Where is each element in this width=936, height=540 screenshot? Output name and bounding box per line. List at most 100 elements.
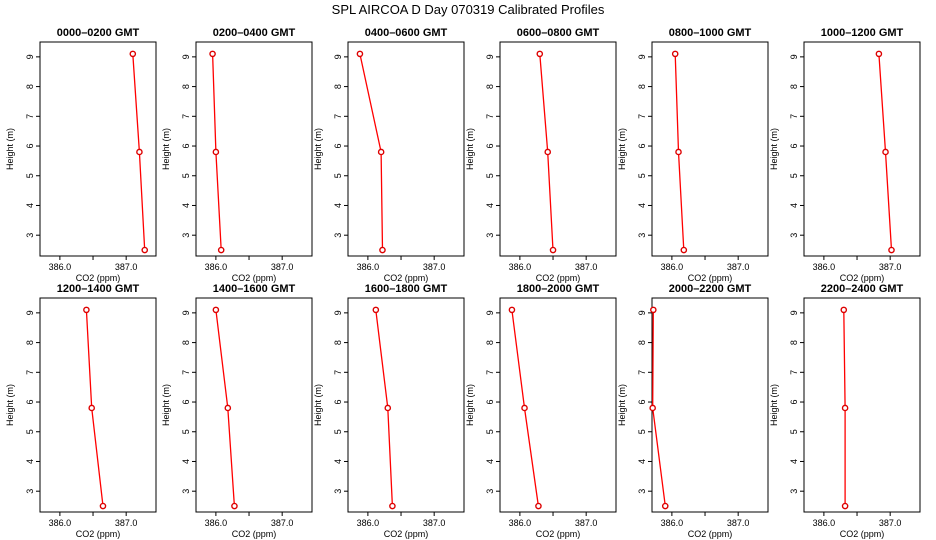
- y-tick-label: 9: [789, 310, 799, 315]
- data-point: [372, 306, 380, 314]
- data-point: [209, 50, 216, 58]
- y-tick-label: 4: [637, 203, 647, 208]
- x-tick-label: 387.0: [575, 518, 598, 528]
- y-tick-label: 3: [25, 489, 35, 494]
- panel-title: 0400–0600 GMT: [365, 27, 448, 39]
- x-axis-label: CO2 (ppm): [536, 529, 581, 539]
- y-tick-label: 6: [637, 144, 647, 149]
- plot-frame: [39, 41, 157, 257]
- x-axis-label: CO2 (ppm): [688, 273, 733, 283]
- y-tick-label: 6: [25, 144, 35, 149]
- y-tick-label: 4: [25, 203, 35, 208]
- x-axis-label: CO2 (ppm): [384, 273, 429, 283]
- y-axis-label: Height (m): [617, 128, 627, 170]
- y-axis-label: Height (m): [769, 128, 779, 170]
- x-tick-label: 387.0: [423, 518, 446, 528]
- x-tick-label: 386.0: [661, 518, 684, 528]
- data-point: [83, 306, 90, 314]
- y-tick-label: 6: [333, 144, 343, 149]
- y-tick-label: 3: [333, 233, 343, 238]
- y-tick-label: 6: [789, 144, 799, 149]
- y-tick-label: 7: [789, 370, 799, 375]
- panel-3: 0400–0600 GMT 386.0 387.0 3 4 5 6 7 8 9 CO2 (ppm) H…: [313, 27, 465, 283]
- x-tick-label: 386.0: [509, 262, 532, 272]
- y-tick-label: 6: [181, 144, 191, 149]
- panel-4: 0600–0800 GMT 386.0 387.0 3 4 5 6 7 8 9 CO2 (ppm) H…: [465, 27, 617, 283]
- y-tick-label: 9: [637, 310, 647, 315]
- data-point: [661, 502, 669, 510]
- x-tick-label: 387.0: [727, 262, 750, 272]
- y-tick-label: 7: [637, 370, 647, 375]
- y-tick-label: 7: [333, 370, 343, 375]
- y-tick-label: 3: [789, 233, 799, 238]
- panel-title: 1600–1800 GMT: [365, 283, 448, 295]
- panel-title: 0600–0800 GMT: [517, 27, 600, 39]
- y-tick-label: 5: [789, 173, 799, 178]
- x-tick-label: 386.0: [49, 518, 72, 528]
- data-point: [508, 306, 516, 314]
- x-axis-label: CO2 (ppm): [232, 529, 277, 539]
- y-tick-label: 6: [485, 144, 495, 149]
- x-tick-label: 387.0: [271, 262, 294, 272]
- y-tick-label: 4: [789, 459, 799, 464]
- data-point: [544, 148, 552, 156]
- panel-grid: 0000–0200 GMT 386.0 387.0 3 4 5 6 7 8 9 CO2 (ppm) H…: [5, 27, 921, 539]
- y-tick-label: 5: [333, 173, 343, 178]
- panel-title: 1400–1600 GMT: [213, 283, 296, 295]
- y-tick-label: 9: [333, 310, 343, 315]
- y-tick-label: 5: [25, 173, 35, 178]
- y-tick-label: 5: [485, 429, 495, 434]
- x-tick-label: 386.0: [813, 262, 836, 272]
- y-tick-label: 9: [333, 54, 343, 59]
- y-tick-label: 5: [789, 429, 799, 434]
- panel-5: 0800–1000 GMT 386.0 387.0 3 4 5 6 7 8 9 CO2 (ppm) H…: [617, 27, 769, 283]
- y-tick-label: 7: [25, 114, 35, 119]
- x-tick-label: 386.0: [49, 262, 72, 272]
- data-point: [88, 404, 96, 412]
- y-axis-label: Height (m): [161, 384, 171, 426]
- y-axis-label: Height (m): [5, 128, 15, 170]
- y-tick-label: 7: [25, 370, 35, 375]
- data-point: [649, 404, 656, 412]
- y-tick-label: 4: [637, 459, 647, 464]
- data-point: [549, 246, 557, 254]
- plot-frame: [195, 297, 313, 513]
- y-axis-label: Height (m): [465, 384, 475, 426]
- panel-title: 2200–2400 GMT: [821, 283, 904, 295]
- y-tick-label: 4: [485, 203, 495, 208]
- panel-12: 2200–2400 GMT 386.0 387.0 3 4 5 6 7 8 9 CO2 (ppm) H…: [769, 283, 921, 539]
- y-tick-label: 8: [789, 340, 799, 345]
- y-tick-label: 8: [25, 340, 35, 345]
- y-tick-label: 6: [25, 400, 35, 405]
- x-tick-label: 386.0: [509, 518, 532, 528]
- x-tick-label: 386.0: [205, 518, 228, 528]
- y-tick-label: 9: [485, 54, 495, 59]
- panel-title: 0800–1000 GMT: [669, 27, 752, 39]
- plot-frame: [651, 41, 769, 257]
- x-axis-label: CO2 (ppm): [76, 529, 121, 539]
- y-tick-label: 8: [485, 84, 495, 89]
- y-tick-label: 3: [485, 233, 495, 238]
- data-point: [650, 306, 657, 314]
- data-point: [356, 50, 364, 58]
- y-tick-label: 3: [25, 233, 35, 238]
- plot-frame: [803, 41, 921, 257]
- y-tick-label: 7: [485, 114, 495, 119]
- panel-7: 1200–1400 GMT 386.0 387.0 3 4 5 6 7 8 9 CO2 (ppm) H…: [5, 283, 157, 539]
- y-tick-label: 4: [333, 203, 343, 208]
- y-tick-label: 3: [181, 489, 191, 494]
- y-tick-label: 5: [637, 173, 647, 178]
- data-point: [136, 148, 143, 156]
- y-tick-label: 8: [637, 340, 647, 345]
- y-axis-label: Height (m): [617, 384, 627, 426]
- x-tick-label: 386.0: [813, 518, 836, 528]
- y-tick-label: 7: [181, 370, 191, 375]
- y-tick-label: 9: [25, 310, 35, 315]
- data-point: [389, 502, 396, 510]
- data-point: [841, 404, 849, 412]
- data-point: [99, 502, 107, 510]
- panel-6: 1000–1200 GMT 386.0 387.0 3 4 5 6 7 8 9 CO2 (ppm) H…: [769, 27, 921, 283]
- plot-frame: [347, 297, 465, 513]
- y-tick-label: 4: [485, 459, 495, 464]
- data-point: [231, 502, 238, 510]
